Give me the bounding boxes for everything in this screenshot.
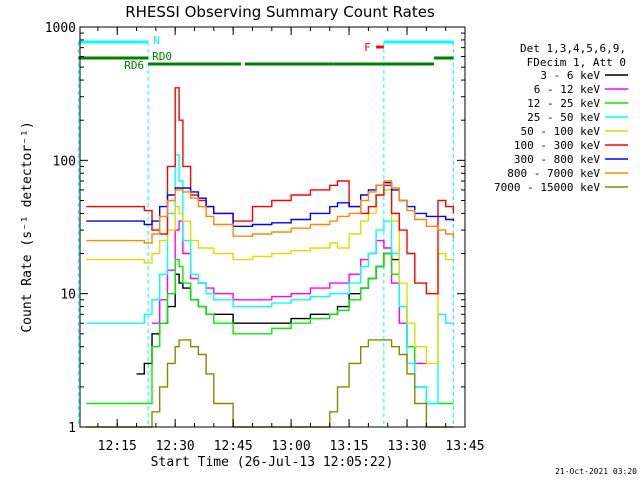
series-line-100-300keV <box>86 87 455 295</box>
series-line-50-100keV <box>86 189 454 365</box>
legend-header-line: FDecim 1, Att 0 <box>527 56 626 69</box>
legend-entry-label: 800 - 7000 keV <box>507 167 600 180</box>
legend-entry-label: 300 - 800 keV <box>514 153 600 166</box>
x-tick-label: 12:30 <box>156 439 195 454</box>
x-tick-label: 13:30 <box>387 439 426 454</box>
legend: Det 1,3,4,5,6,9,FDecim 1, Att 03 - 6 keV… <box>494 42 628 194</box>
axes: 12:15 12:30 12:45 13:00 13:15 13:30 13:45 1 10 10… <box>45 21 485 454</box>
decim-rd6-label: RD6 <box>124 59 144 72</box>
legend-entry-label: 12 - 25 keV <box>527 97 600 110</box>
series-line-7000-15000keV <box>86 339 454 428</box>
legend-entry-label: 100 - 300 keV <box>514 139 600 152</box>
series-line-6-12keV <box>152 220 427 365</box>
flare-flag-label: F <box>364 41 371 54</box>
footer-timestamp: 21-Oct-2021 03:20 <box>555 467 637 476</box>
legend-entry-label: 7000 - 15000 keV <box>494 181 600 194</box>
data-series <box>86 87 455 428</box>
x-tick-label: 12:15 <box>98 439 137 454</box>
x-tick-label: 13:45 <box>445 439 484 454</box>
legend-entry-label: 6 - 12 keV <box>534 83 601 96</box>
legend-header-line: Det 1,3,4,5,6,9, <box>520 42 626 55</box>
chart-title: RHESSI Observing Summary Count Rates <box>125 3 435 21</box>
series-line-25-50keV <box>86 154 454 405</box>
series-line-300-800keV <box>86 182 455 227</box>
x-tick-label: 13:00 <box>272 439 311 454</box>
y-tick-label: 100 <box>53 154 76 169</box>
y-axis-label: Count Rate (s⁻¹ detector⁻¹) <box>20 121 35 332</box>
x-tick-label: 12:45 <box>214 439 253 454</box>
series-line-800-7000keV <box>86 180 455 244</box>
legend-entry-label: 50 - 100 keV <box>521 125 601 138</box>
night-flag-label: N <box>153 34 160 47</box>
x-axis-label: Start Time (26-Jul-13 12:05:22) <box>151 455 394 470</box>
y-tick-label: 1 <box>68 421 76 436</box>
x-tick-label: 13:15 <box>330 439 369 454</box>
status-flags: N F RD0 RD6 <box>78 34 454 427</box>
series-line-12-25keV <box>86 252 454 405</box>
series-line-3-6keV <box>136 252 400 375</box>
decim-rd0-label: RD0 <box>152 50 172 63</box>
y-tick-label: 10 <box>60 288 76 303</box>
y-tick-label: 1000 <box>45 21 76 36</box>
legend-entry-label: 3 - 6 keV <box>540 69 600 82</box>
legend-entry-label: 25 - 50 keV <box>527 111 600 124</box>
plot-frame <box>79 26 466 428</box>
